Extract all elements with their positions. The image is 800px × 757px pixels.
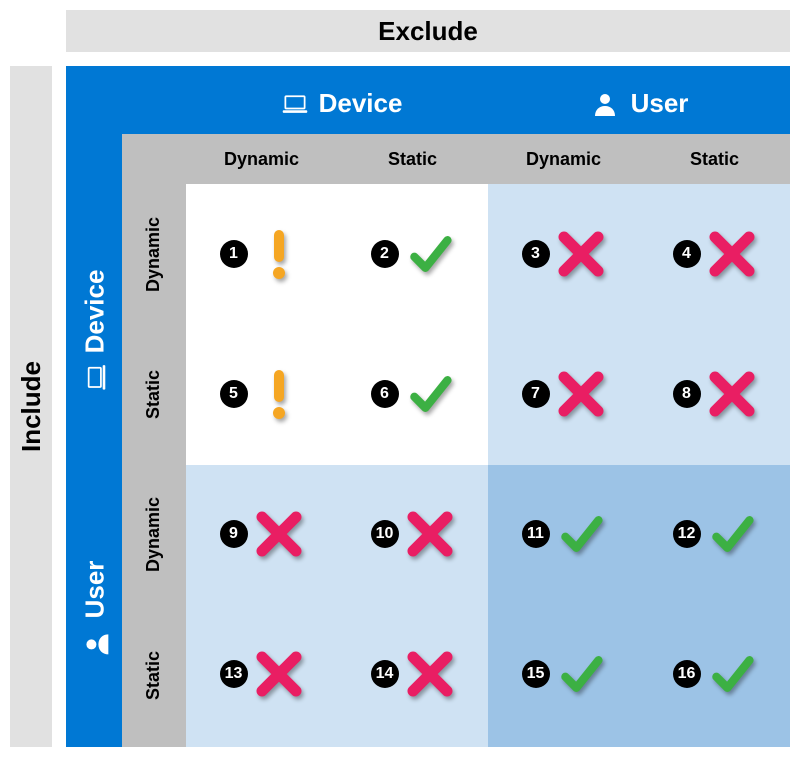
cell-number-badge: 3 — [522, 240, 550, 268]
check-icon — [405, 366, 455, 422]
cell-3: 3 — [488, 184, 639, 324]
blue-frame: Device User Device User — [66, 66, 790, 747]
matrix-diagram: Exclude Include Device User Device — [10, 10, 790, 747]
col-group-device-label: Device — [319, 88, 403, 119]
col-sub-static-1: Static — [337, 134, 488, 184]
cell-2: 2 — [337, 184, 488, 324]
grid-area: 12345678910111213141516 — [186, 184, 790, 747]
cross-icon — [707, 226, 757, 282]
row-sub-dynamic-1: Dynamic — [122, 184, 186, 324]
row-sub-dynamic-2: Dynamic — [122, 464, 186, 604]
cross-icon — [556, 226, 606, 282]
check-icon — [405, 226, 455, 282]
cell-12: 12 — [639, 464, 790, 604]
cell-number-badge: 10 — [371, 520, 399, 548]
cell-number-badge: 1 — [220, 240, 248, 268]
grey-frame: Dynamic Static Dynamic Static Dynamic St… — [122, 134, 790, 747]
cross-icon — [556, 366, 606, 422]
cross-icon — [254, 506, 304, 562]
user-icon — [84, 628, 106, 656]
laptop-icon — [281, 92, 309, 114]
include-axis-label: Include — [10, 66, 52, 747]
cell-7: 7 — [488, 324, 639, 464]
row-group-user-label: User — [80, 560, 111, 618]
cell-4: 4 — [639, 184, 790, 324]
check-icon — [556, 506, 606, 562]
cell-11: 11 — [488, 464, 639, 604]
cell-number-badge: 13 — [220, 660, 248, 688]
cell-15: 15 — [488, 604, 639, 744]
cell-10: 10 — [337, 464, 488, 604]
check-icon — [707, 506, 757, 562]
cell-number-badge: 5 — [220, 380, 248, 408]
exclamation-icon — [254, 226, 304, 282]
check-icon — [707, 646, 757, 702]
row-group-device-label: Device — [80, 270, 111, 354]
row-sub-static-2: Static — [122, 604, 186, 747]
cell-number-badge: 4 — [673, 240, 701, 268]
cross-icon — [405, 506, 455, 562]
cell-number-badge: 12 — [673, 520, 701, 548]
col-group-user-label: User — [631, 88, 689, 119]
cell-number-badge: 2 — [371, 240, 399, 268]
col-group-device: Device — [192, 80, 491, 126]
cell-5: 5 — [186, 324, 337, 464]
cell-8: 8 — [639, 324, 790, 464]
user-icon — [593, 92, 621, 114]
col-sub-static-2: Static — [639, 134, 790, 184]
cross-icon — [707, 366, 757, 422]
exclude-axis-label: Exclude — [66, 10, 790, 52]
cell-number-badge: 8 — [673, 380, 701, 408]
col-group-user: User — [491, 80, 790, 126]
cell-number-badge: 6 — [371, 380, 399, 408]
laptop-icon — [84, 363, 106, 391]
cell-1: 1 — [186, 184, 337, 324]
include-text: Include — [16, 361, 47, 452]
row-group-user: User — [72, 469, 118, 747]
cell-14: 14 — [337, 604, 488, 744]
row-group-device: Device — [72, 192, 118, 469]
cell-number-badge: 15 — [522, 660, 550, 688]
cell-number-badge: 7 — [522, 380, 550, 408]
col-sub-dynamic-2: Dynamic — [488, 134, 639, 184]
check-icon — [556, 646, 606, 702]
exclamation-icon — [254, 366, 304, 422]
cross-icon — [254, 646, 304, 702]
cell-number-badge: 11 — [522, 520, 550, 548]
cell-number-badge: 9 — [220, 520, 248, 548]
cell-16: 16 — [639, 604, 790, 744]
cell-number-badge: 16 — [673, 660, 701, 688]
row-sub-static-1: Static — [122, 324, 186, 464]
cell-13: 13 — [186, 604, 337, 744]
col-sub-dynamic-1: Dynamic — [186, 134, 337, 184]
cross-icon — [405, 646, 455, 702]
cell-9: 9 — [186, 464, 337, 604]
exclude-text: Exclude — [378, 16, 478, 47]
cell-6: 6 — [337, 324, 488, 464]
cell-number-badge: 14 — [371, 660, 399, 688]
